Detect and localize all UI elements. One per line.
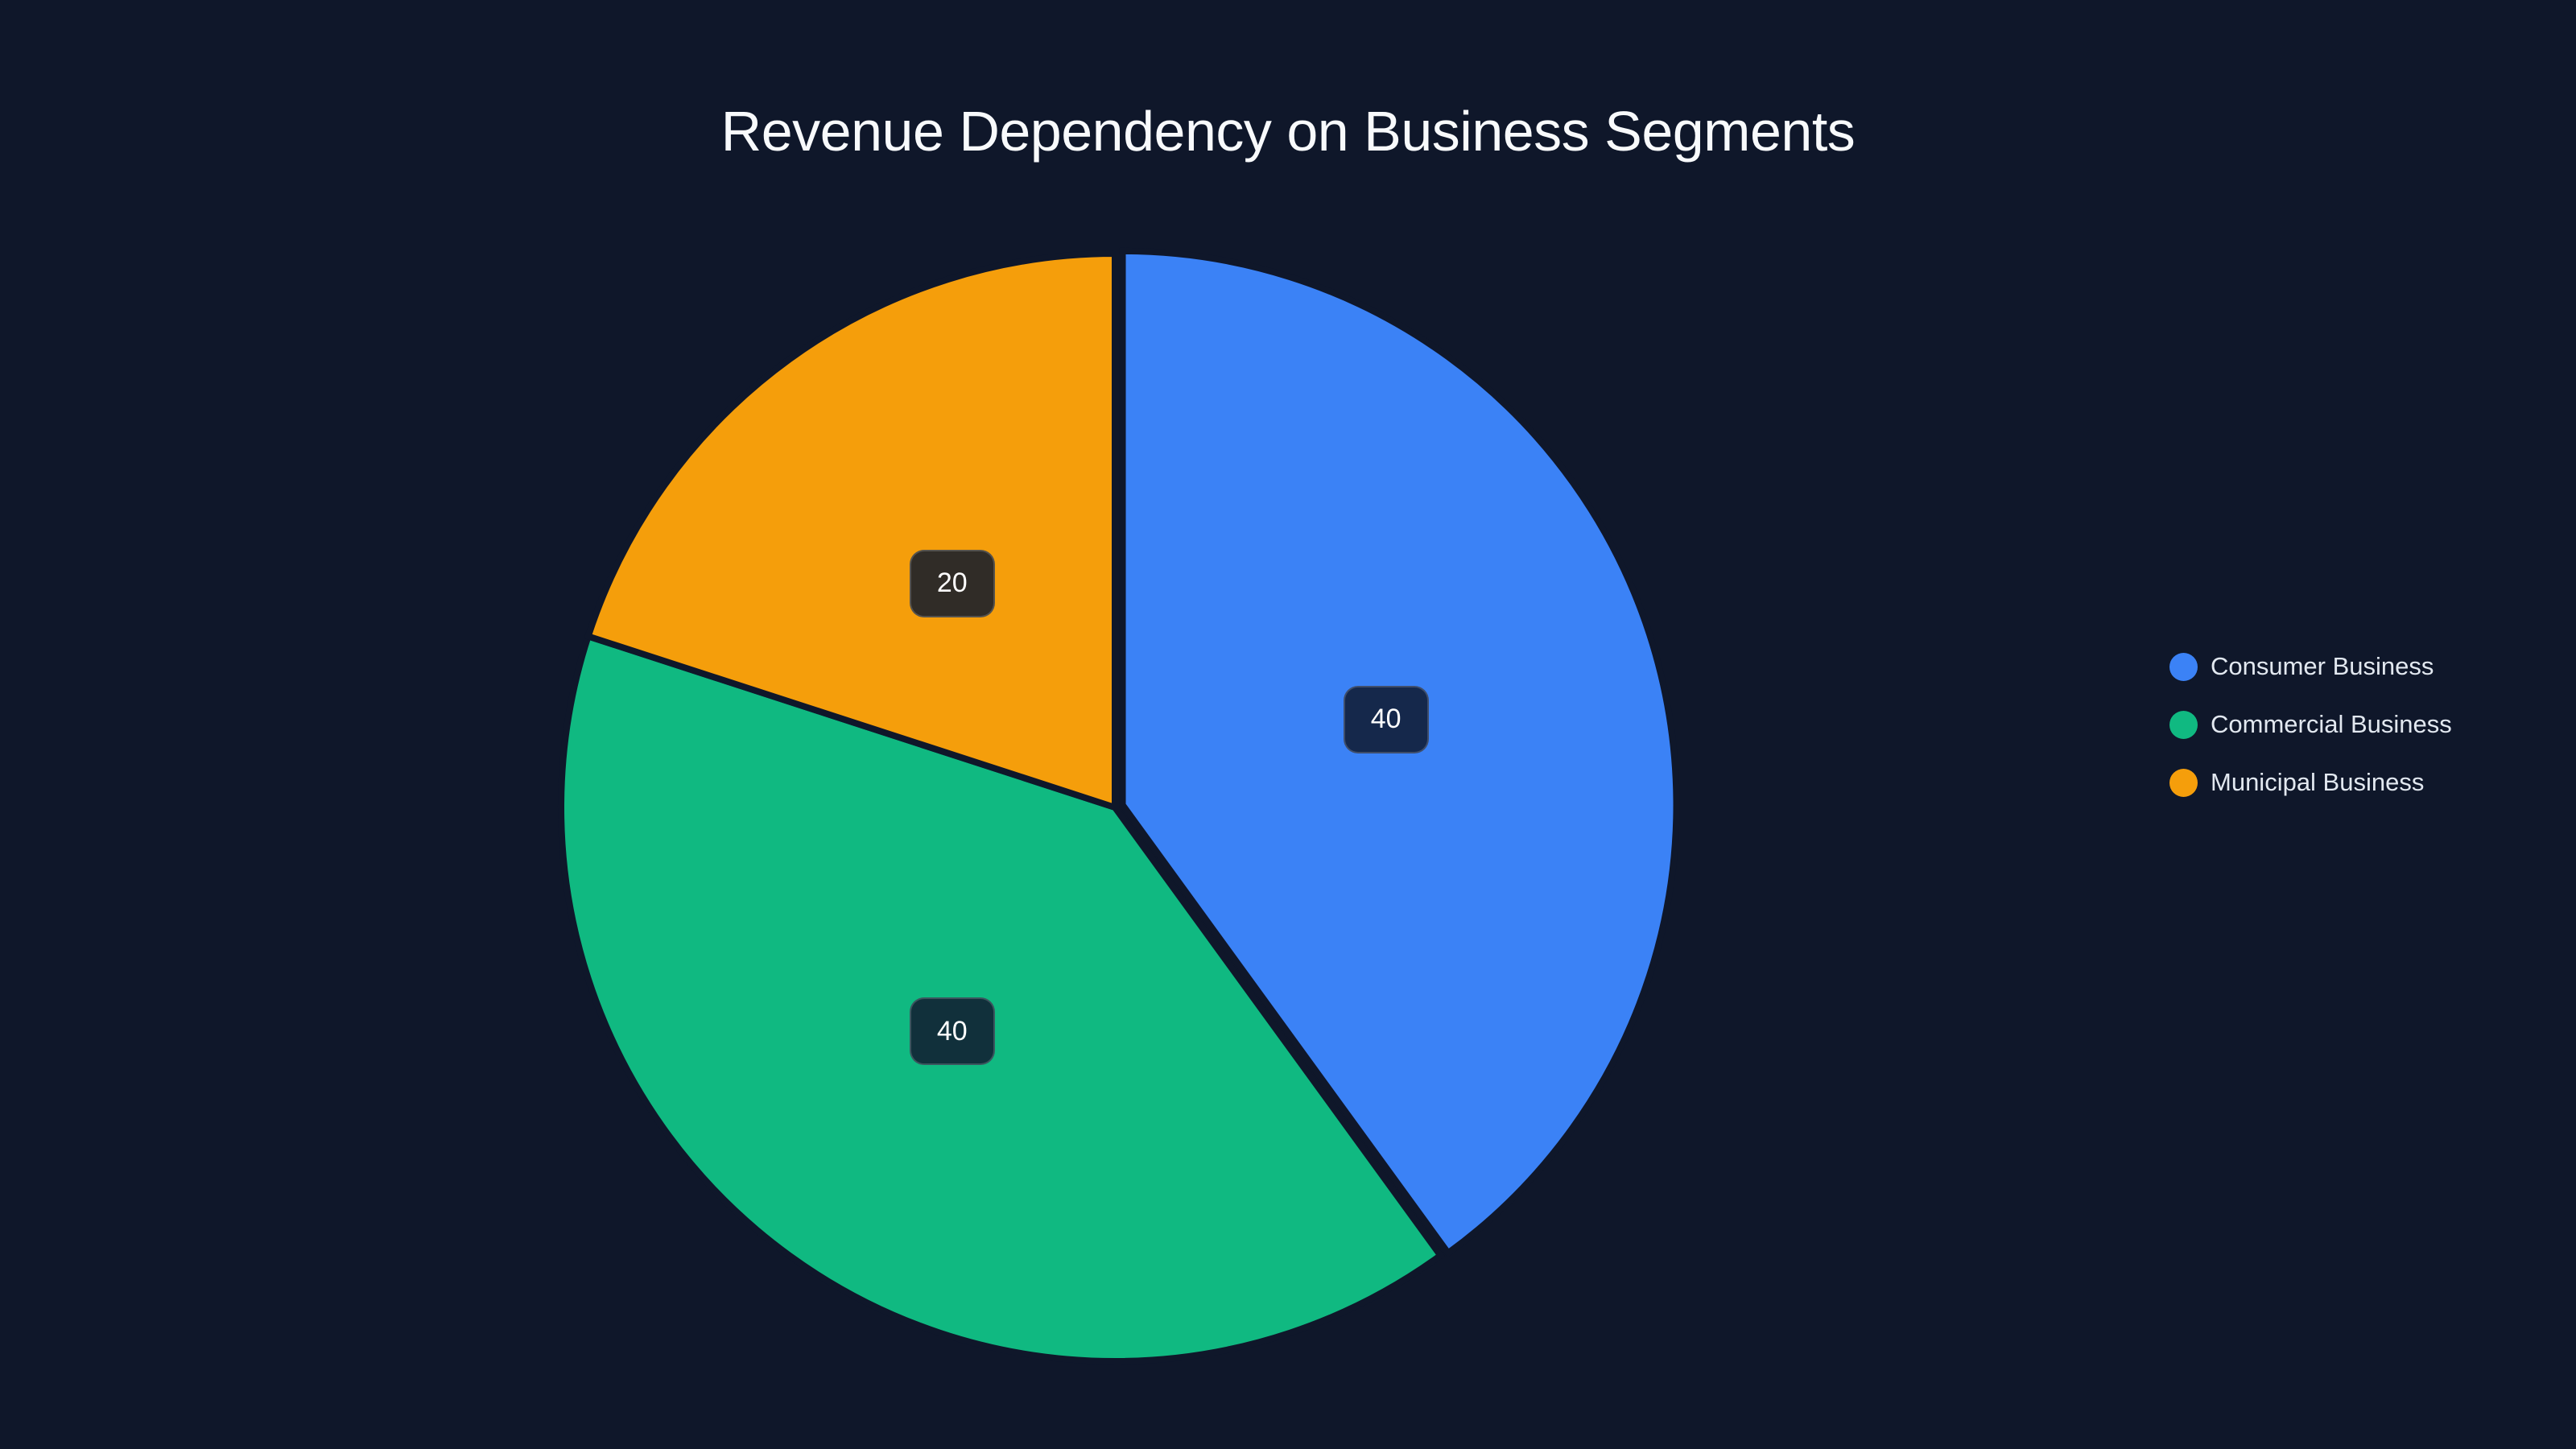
legend-dot-icon [2169,652,2198,681]
data-label-commercial-business: 40 [909,997,995,1066]
legend-dot-icon [2169,768,2198,797]
data-label-municipal-business: 20 [909,549,995,617]
data-label-consumer-business: 40 [1343,685,1429,753]
legend-dot-icon [2169,710,2198,739]
pie-slice-municipal-business[interactable] [584,250,1118,812]
legend-item-municipal-business[interactable]: Municipal Business [2169,753,2452,811]
legend-label: Municipal Business [2211,768,2425,796]
legend-label: Consumer Business [2211,652,2434,680]
pie-slice-commercial-business[interactable] [558,632,1445,1364]
legend-label: Commercial Business [2211,710,2452,738]
legend-item-consumer-business[interactable]: Consumer Business [2169,638,2452,696]
legend: Consumer Business Commercial Business Mu… [2169,638,2452,811]
chart-title: Revenue Dependency on Business Segments [720,100,1856,163]
legend-item-commercial-business[interactable]: Commercial Business [2169,696,2452,753]
